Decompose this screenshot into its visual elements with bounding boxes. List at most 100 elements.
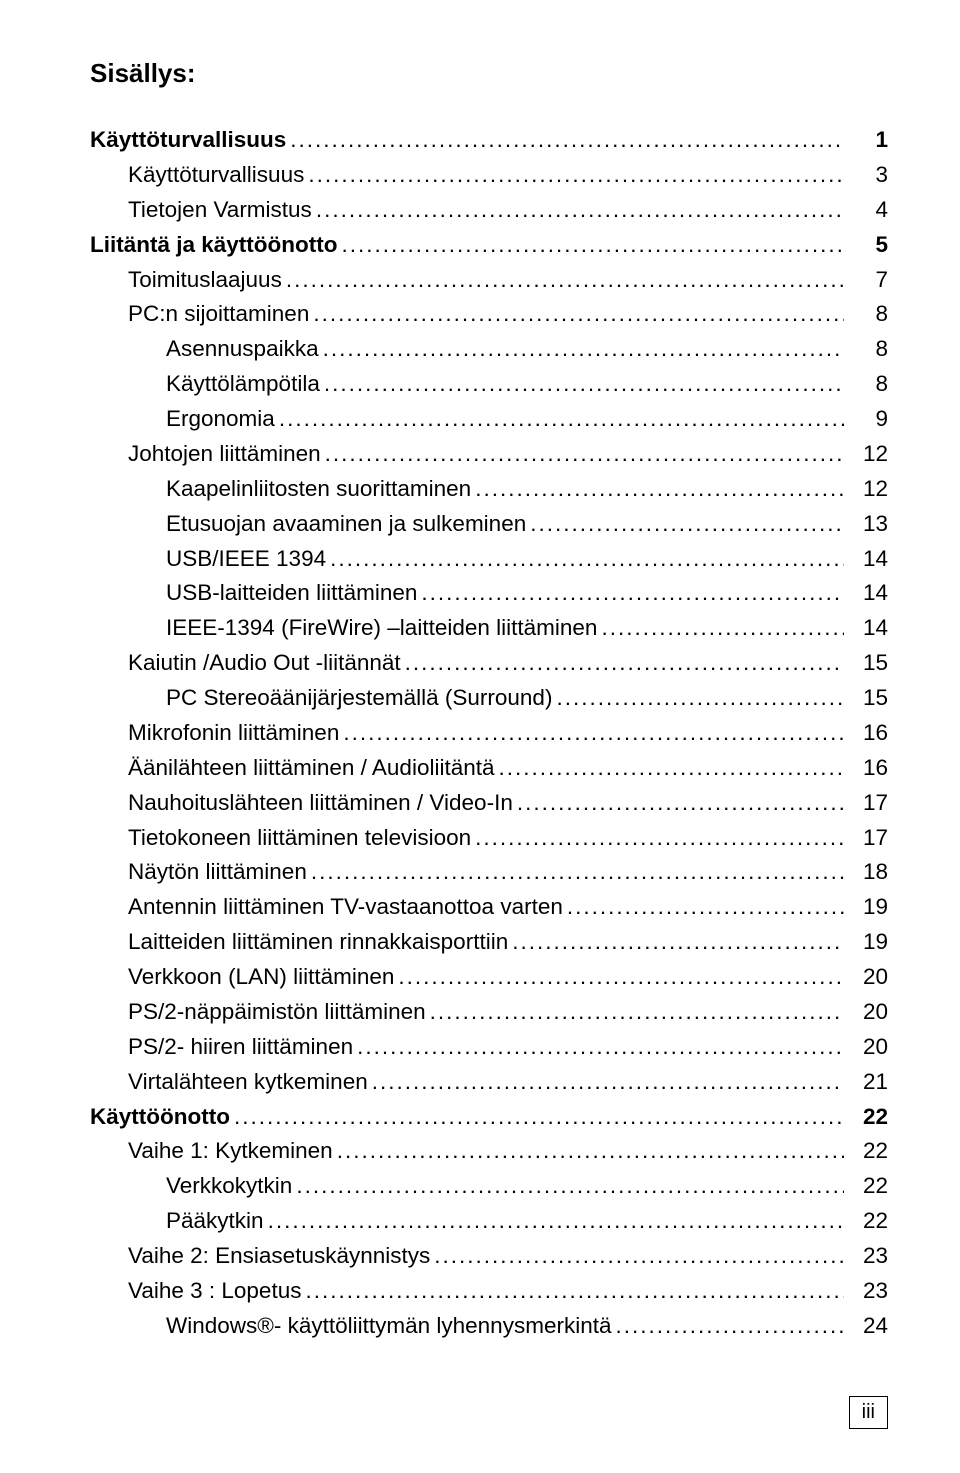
toc-leader-dots <box>296 1169 844 1204</box>
toc-leader-dots <box>305 1274 844 1309</box>
toc-entry-page: 22 <box>848 1169 888 1204</box>
toc-entry: Verkkoon (LAN) liittäminen20 <box>90 960 888 995</box>
toc-entry-label: Näytön liittäminen <box>128 855 307 890</box>
toc-entry-page: 14 <box>848 576 888 611</box>
toc-leader-dots <box>357 1030 844 1065</box>
toc-entry-label: Mikrofonin liittäminen <box>128 716 339 751</box>
toc-entry: Näytön liittäminen 18 <box>90 855 888 890</box>
toc-entry-label: Tietokoneen liittäminen televisioon <box>128 821 471 856</box>
toc-entry: Vaihe 3 : Lopetus23 <box>90 1274 888 1309</box>
toc-entry-label: Virtalähteen kytkeminen <box>128 1065 368 1100</box>
toc-entry: Asennuspaikka8 <box>90 332 888 367</box>
toc-entry-label: PC Stereoäänijärjestemällä (Surround) <box>166 681 552 716</box>
toc-entry-label: Liitäntä ja käyttöönotto <box>90 228 338 263</box>
toc-leader-dots <box>434 1239 844 1274</box>
toc-entry-page: 4 <box>848 193 888 228</box>
toc-leader-dots <box>279 402 844 437</box>
toc-entry-label: Johtojen liittäminen <box>128 437 321 472</box>
toc-entry-page: 17 <box>848 786 888 821</box>
toc-entry: Antennin liittäminen TV-vastaanottoa var… <box>90 890 888 925</box>
toc-entry-label: Laitteiden liittäminen rinnakkaisporttii… <box>128 925 508 960</box>
toc-entry-label: USB-laitteiden liittäminen <box>166 576 417 611</box>
toc-entry-page: 15 <box>848 681 888 716</box>
toc-entry-page: 21 <box>848 1065 888 1100</box>
toc-leader-dots <box>530 507 844 542</box>
toc-leader-dots <box>311 855 844 890</box>
toc-leader-dots <box>430 995 844 1030</box>
toc-leader-dots <box>337 1134 844 1169</box>
toc-entry-label: PC:n sijoittaminen <box>128 297 309 332</box>
toc-title: Sisällys: <box>90 58 888 89</box>
toc-entry-label: Vaihe 1: Kytkeminen <box>128 1134 333 1169</box>
toc-entry-label: Ergonomia <box>166 402 275 437</box>
toc-entry: Tietojen Varmistus 4 <box>90 193 888 228</box>
toc-entry-label: Antennin liittäminen TV-vastaanottoa var… <box>128 890 563 925</box>
toc-leader-dots <box>324 367 844 402</box>
toc-entry-label: Kaapelinliitosten suorittaminen <box>166 472 471 507</box>
toc-entry: Äänilähteen liittäminen / Audioliitäntä 1… <box>90 751 888 786</box>
toc-entry-label: PS/2-näppäimistön liittäminen <box>128 995 426 1030</box>
toc-entry-page: 14 <box>848 542 888 577</box>
toc-entry-label: IEEE-1394 (FireWire) –laitteiden liittäm… <box>166 611 597 646</box>
toc-leader-dots <box>308 158 844 193</box>
page-number: iii <box>849 1396 888 1429</box>
toc-entry-page: 8 <box>848 332 888 367</box>
toc-entry: Mikrofonin liittäminen 16 <box>90 716 888 751</box>
toc-entry-page: 15 <box>848 646 888 681</box>
toc-entry-label: Pääkytkin <box>166 1204 264 1239</box>
toc-entry-label: Etusuojan avaaminen ja sulkeminen <box>166 507 526 542</box>
toc-leader-dots <box>325 437 844 472</box>
toc-entry-label: Verkkokytkin <box>166 1169 292 1204</box>
toc-leader-dots <box>313 297 844 332</box>
toc-entry-page: 16 <box>848 751 888 786</box>
toc-leader-dots <box>475 472 844 507</box>
toc-entry-page: 19 <box>848 925 888 960</box>
toc-entry-label: Äänilähteen liittäminen / Audioliitäntä <box>128 751 495 786</box>
toc-entry-label: USB/IEEE 1394 <box>166 542 326 577</box>
toc-entry: Ergonomia 9 <box>90 402 888 437</box>
toc-entry-label: Tietojen Varmistus <box>128 193 312 228</box>
toc-entry: Nauhoituslähteen liittäminen / Video-In1… <box>90 786 888 821</box>
toc-entry: Pääkytkin 22 <box>90 1204 888 1239</box>
toc-entry-page: 20 <box>848 995 888 1030</box>
toc-entry: Käyttöönotto22 <box>90 1100 888 1135</box>
toc-entry-label: Windows®- käyttöliittymän lyhennysmerkin… <box>166 1309 611 1344</box>
toc-entry-label: Toimituslaajuus <box>128 263 282 298</box>
toc-entry-page: 19 <box>848 890 888 925</box>
toc-leader-dots <box>342 228 845 263</box>
toc-entry-label: PS/2- hiiren liittäminen <box>128 1030 353 1065</box>
toc-entry: IEEE-1394 (FireWire) –laitteiden liittäm… <box>90 611 888 646</box>
toc-leader-dots <box>421 576 844 611</box>
toc-entry-page: 22 <box>848 1134 888 1169</box>
toc-entry-page: 24 <box>848 1309 888 1344</box>
toc-entry-page: 16 <box>848 716 888 751</box>
toc-entry: USB-laitteiden liittäminen 14 <box>90 576 888 611</box>
toc-entry-page: 8 <box>848 367 888 402</box>
toc-leader-dots <box>343 716 844 751</box>
toc-leader-dots <box>372 1065 844 1100</box>
toc-leader-dots <box>286 263 844 298</box>
toc-entry: Käyttöturvallisuus1 <box>90 123 888 158</box>
toc-leader-dots <box>330 542 844 577</box>
toc-entry-page: 1 <box>848 123 888 158</box>
toc-entry: Käyttölämpötila8 <box>90 367 888 402</box>
toc-entry-page: 9 <box>848 402 888 437</box>
toc-entry: Windows®- käyttöliittymän lyhennysmerkin… <box>90 1309 888 1344</box>
toc-entry: Verkkokytkin 22 <box>90 1169 888 1204</box>
toc-entry-page: 12 <box>848 437 888 472</box>
toc-entry-page: 22 <box>848 1204 888 1239</box>
toc-entry: Laitteiden liittäminen rinnakkaisporttii… <box>90 925 888 960</box>
toc-leader-dots <box>234 1100 844 1135</box>
toc-entry-label: Kaiutin /Audio Out -liitännät <box>128 646 401 681</box>
toc-entry-page: 22 <box>848 1100 888 1135</box>
toc-entry: PC:n sijoittaminen 8 <box>90 297 888 332</box>
toc-leader-dots <box>517 786 844 821</box>
toc-entry-page: 7 <box>848 263 888 298</box>
toc-entry-page: 5 <box>848 228 888 263</box>
toc-entry: Käyttöturvallisuus3 <box>90 158 888 193</box>
toc-entry-page: 18 <box>848 855 888 890</box>
toc-leader-dots <box>556 681 844 716</box>
toc-entry-page: 3 <box>848 158 888 193</box>
toc-entry: USB/IEEE 1394 14 <box>90 542 888 577</box>
toc-entry-page: 8 <box>848 297 888 332</box>
